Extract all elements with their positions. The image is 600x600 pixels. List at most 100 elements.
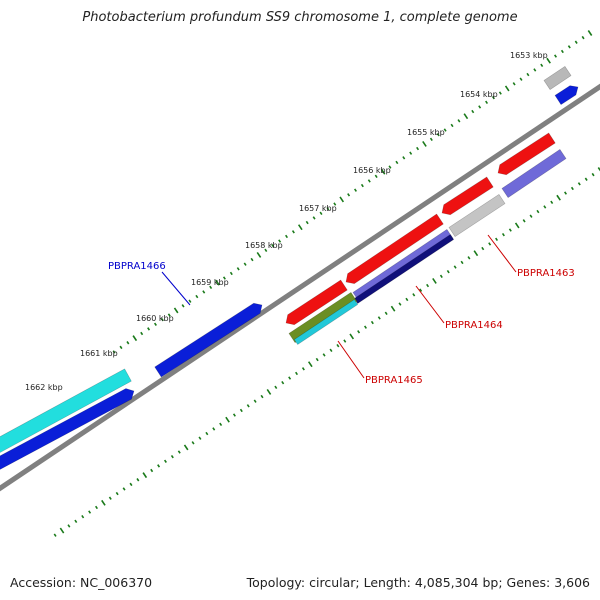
inner-tick [88,510,92,514]
outer-tick [243,262,247,266]
outer-tick [380,168,386,175]
inner-tick [543,205,547,209]
inner-tick [460,260,464,265]
outer-tick [215,279,220,286]
outer-tick [236,267,240,271]
inner-tick [295,371,299,376]
kbp-label: 1653 kbp [510,51,548,60]
inner-tick [288,376,292,380]
gene-lavender-1 [501,149,567,198]
inner-tick [473,250,479,257]
outer-tick [153,322,157,326]
outer-tick [326,206,330,211]
outer-tick [540,63,544,68]
inner-tick [101,499,106,506]
outer-tick [395,160,399,165]
inner-tick [363,325,367,329]
inner-tick [446,270,450,274]
inner-tick [232,413,236,417]
inner-tick [136,478,140,482]
outer-tick [471,109,475,114]
outer-tick [485,100,489,105]
inner-tick [322,353,326,357]
gene-red-3 [345,213,444,284]
inner-tick [508,228,512,232]
outer-tick [491,96,495,100]
inner-tick [205,431,209,436]
inner-tick [122,487,126,491]
inner-tick [556,194,561,201]
gene-label-pbpra1463: PBPRA1463 [517,268,575,279]
inner-tick [584,177,588,181]
outer-tick [319,211,323,215]
inner-tick [577,182,581,186]
gene-blue-top [554,85,579,106]
outer-tick [119,345,123,350]
outer-tick [457,119,461,123]
outer-tick [195,294,199,299]
inner-tick [432,278,437,284]
outer-tick [305,220,309,225]
genome-summary-text: Topology: circular; Length: 4,085,304 bp… [246,575,590,590]
outer-tick [333,202,337,206]
inner-tick [522,219,526,223]
inner-tick [419,288,423,292]
inner-tick [212,427,216,431]
inner-tick [150,468,154,473]
kbp-label: 1661 kbp [80,349,118,358]
outer-tick [285,234,289,239]
inner-tick [488,242,492,246]
gene-blue-left [0,388,135,470]
inner-tick [343,339,347,343]
inner-tick [357,330,361,334]
outer-tick [360,183,364,188]
outer-tick [347,193,351,197]
inner-tick [426,283,430,288]
outer-tick [463,113,469,120]
outer-tick [498,91,502,95]
gene-cyan-small [293,299,359,345]
gene-blue-mid [154,302,263,378]
inner-tick [260,394,264,399]
outer-tick [140,331,144,336]
inner-tick [570,186,574,191]
inner-tick [246,404,250,408]
kbp-label: 1656 kbp [353,166,391,175]
inner-tick [349,333,355,340]
gene-callouts: PBPRA1466 PBPRA1463 PBPRA1464 PBPRA1465 [108,234,575,386]
gene-red-2 [441,176,494,216]
inner-tick [266,388,272,395]
gene-label-pbpra1466: PBPRA1466 [108,261,166,272]
outer-tick [126,341,130,345]
gene-red-4 [285,279,348,326]
inner-tick [501,233,505,237]
inner-tick [170,454,174,459]
outer-tick [339,196,345,203]
outer-tick [478,105,482,109]
outer-tick [388,165,392,169]
outer-tick [278,239,282,243]
inner-tick [225,416,230,423]
kbp-labels: 1653 kbp 1654 kbp 1655 kbp 1656 kbp 1657 kbp… [25,51,548,392]
inner-tick [564,191,568,195]
outer-tick [443,128,447,132]
outer-tick [167,313,171,317]
callout-line [337,340,365,379]
outer-tick [256,251,262,258]
outer-tick [512,82,516,86]
outer-tick [429,137,433,142]
chromosome-backbone [0,83,600,492]
inner-tick [529,214,533,218]
outer-tick [416,146,420,151]
inner-tick [390,305,396,312]
kbp-label: 1659 kbp [191,278,229,287]
inner-tick [281,380,285,385]
inner-tick [239,408,243,413]
outer-tick [250,257,254,262]
outer-tick [367,179,371,183]
inner-tick [81,515,85,519]
outer-tick [436,133,440,137]
inner-tick [453,265,457,269]
outer-tick [533,68,537,72]
